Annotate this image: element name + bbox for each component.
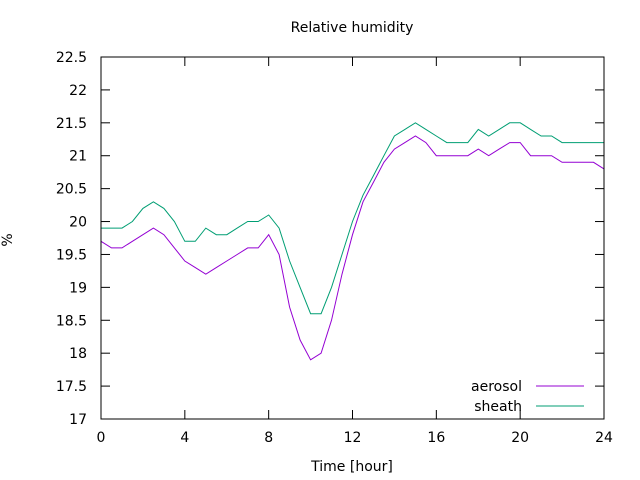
y-tick-label: 22 xyxy=(69,83,87,99)
y-axis-label: % xyxy=(0,233,16,246)
legend: aerosol sheath xyxy=(471,379,584,415)
x-tick-label: 8 xyxy=(264,430,273,446)
series-line-aerosol xyxy=(100,135,605,361)
y-tick-label: 21.5 xyxy=(56,116,87,132)
x-tick-label: 20 xyxy=(511,430,529,446)
plot-border xyxy=(100,56,605,420)
axes-layer: 17 17.5 18 18.5 19 19.5 20 20.5 21 21.5 22 22.5 0 4 8 1… xyxy=(56,50,613,446)
y-tick-label: 19 xyxy=(69,280,87,296)
x-tick-label: 4 xyxy=(180,430,189,446)
x-tick-label: 0 xyxy=(97,430,106,446)
y-tick-label: 22.5 xyxy=(56,50,87,66)
x-tick-label: 16 xyxy=(427,430,445,446)
y-tick-label: 17 xyxy=(69,412,87,428)
legend-label-sheath: sheath xyxy=(474,399,522,415)
y-tick-label: 18.5 xyxy=(56,313,87,329)
y-tick-label: 17.5 xyxy=(56,379,87,395)
series-line-sheath xyxy=(101,122,604,315)
y-tick-label: 20 xyxy=(69,215,87,231)
y-tick-label: 18 xyxy=(69,346,87,362)
series-layer xyxy=(100,122,605,361)
y-tick-label: 21 xyxy=(69,149,87,165)
x-tick-label: 24 xyxy=(595,430,613,446)
y-tick-label: 19.5 xyxy=(56,247,87,263)
chart-title: Relative humidity xyxy=(291,20,414,36)
y-tick-label: 20.5 xyxy=(56,182,87,198)
x-tick-label: 12 xyxy=(344,430,362,446)
legend-label-aerosol: aerosol xyxy=(471,379,522,395)
x-axis-label: Time [hour] xyxy=(310,459,393,475)
